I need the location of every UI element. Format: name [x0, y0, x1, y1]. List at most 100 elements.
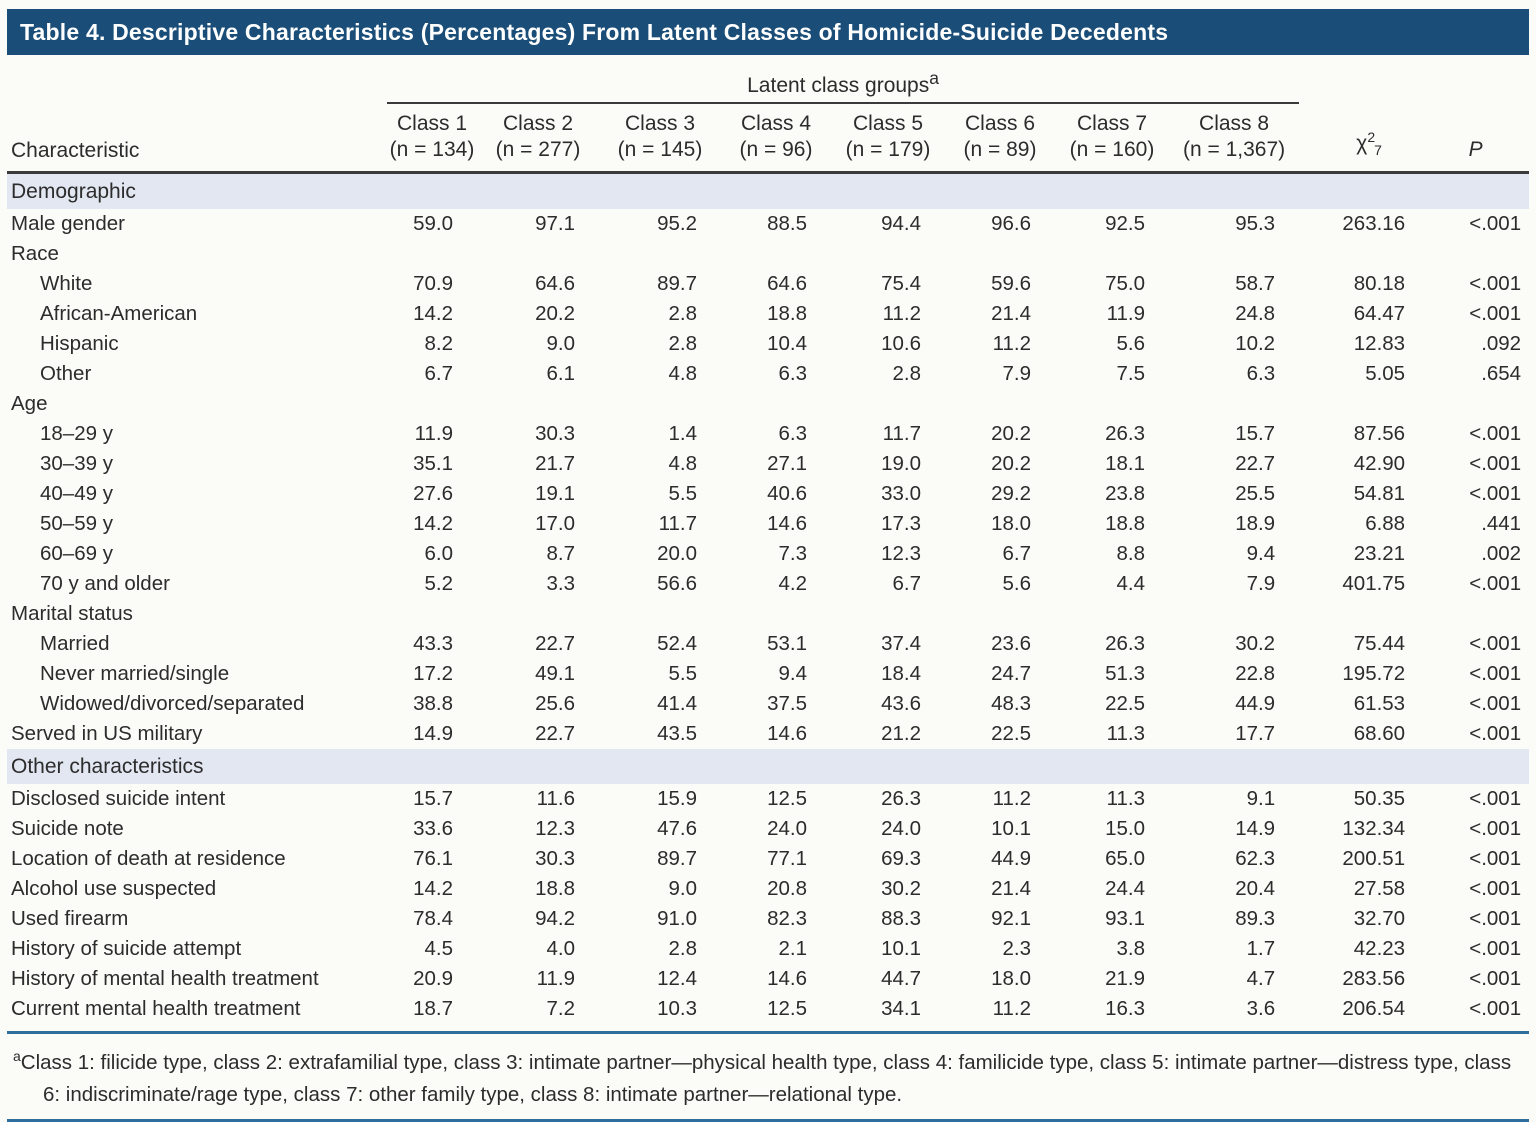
row-label: 30–39 y	[40, 452, 113, 475]
cell-chi-square: 6.88	[1365, 512, 1406, 535]
cell-value	[721, 239, 831, 269]
cell-p-value: <.001	[1469, 272, 1522, 295]
cell-value: 4.5	[424, 937, 454, 960]
cell-value: 6.1	[546, 362, 576, 385]
cell-p-value: <.001	[1469, 692, 1522, 715]
cell-value: 4.8	[668, 362, 698, 385]
cell-value: 25.5	[1235, 482, 1276, 505]
cell-p-value: <.001	[1469, 877, 1522, 900]
footnote-marker: a	[13, 1048, 21, 1064]
cell-chi-square: 23.21	[1353, 542, 1406, 565]
cell-value: 44.9	[991, 847, 1031, 870]
cell-value: 10.6	[881, 332, 921, 355]
cell-chi-square	[1299, 239, 1439, 269]
cell-value	[1055, 599, 1169, 629]
table-footnote: aClass 1: filicide type, class 2: extraf…	[7, 1034, 1533, 1117]
cell-value: 18.1	[1105, 452, 1145, 475]
cell-value: 11.7	[882, 422, 921, 445]
class-1-column-header: Class 1 (n = 134)	[387, 103, 477, 174]
cell-value: 14.6	[767, 967, 807, 990]
table-row: Male gender 59.0 97.1 95.2 88.5 94.4 96.6 92.5 9…	[7, 209, 1529, 239]
cell-value: 26.3	[1105, 422, 1145, 445]
cell-chi-square: 5.05	[1365, 362, 1406, 385]
table-row: 60–69 y 6.0 8.7 20.0 7.3 12.3 6.7 8.8 9.4 23.21 .0…	[7, 539, 1529, 569]
row-label: Suicide note	[11, 817, 124, 840]
cell-value: 6.3	[1246, 362, 1276, 385]
cell-value: 22.5	[1105, 692, 1145, 715]
cell-value: 94.4	[881, 212, 921, 235]
p-value-column-header: P	[1439, 103, 1530, 174]
section-row: Demographic	[7, 172, 1530, 209]
footnote-text: Class 1: filicide type, class 2: extrafa…	[20, 1050, 1512, 1106]
header-spacer	[1299, 55, 1439, 103]
cell-p-value: <.001	[1469, 967, 1522, 990]
cell-value: 11.6	[536, 787, 575, 810]
table-header: Latent class groupsa Characteristic Clas…	[7, 55, 1530, 174]
cell-value: 9.0	[546, 332, 576, 355]
cell-value: 22.5	[991, 722, 1031, 745]
cell-value: 14.9	[1235, 817, 1276, 840]
table-row: Used firearm 78.4 94.2 91.0 82.3 88.3 92.1 93.1…	[7, 904, 1529, 934]
cell-value: 20.2	[991, 452, 1031, 475]
cell-value: 21.2	[881, 722, 921, 745]
table-row: Married 43.3 22.7 52.4 53.1 37.4 23.6 26.3 30.2 7…	[7, 629, 1529, 659]
cell-value: 58.7	[1235, 272, 1276, 295]
cell-value: 9.4	[778, 662, 808, 685]
cell-value: 5.5	[668, 482, 698, 505]
cell-value: 20.8	[767, 877, 807, 900]
characteristic-column-header: Characteristic	[7, 103, 387, 174]
cell-chi-square: 132.34	[1342, 817, 1406, 840]
cell-value: 2.1	[778, 937, 808, 960]
cell-chi-square: 54.81	[1353, 482, 1406, 505]
cell-chi-square: 27.58	[1353, 877, 1406, 900]
cell-value	[1055, 239, 1169, 269]
cell-value: 2.8	[668, 332, 698, 355]
cell-value: 88.3	[881, 907, 921, 930]
cell-value: 89.7	[657, 272, 697, 295]
table-row: Marital status	[7, 599, 1529, 629]
cell-value: 94.2	[535, 907, 575, 930]
cell-value: 22.7	[1235, 452, 1276, 475]
cell-value: 43.5	[657, 722, 697, 745]
row-label: 70 y and older	[40, 572, 170, 595]
chi-square-column-header: χ27	[1299, 103, 1440, 174]
cell-value: 10.1	[881, 937, 921, 960]
class-3-column-header: Class 3 (n = 145)	[599, 103, 721, 174]
cell-value: 18.8	[535, 877, 575, 900]
cell-value	[599, 389, 721, 419]
cell-value: 15.9	[657, 787, 697, 810]
cell-value: 5.2	[424, 572, 454, 595]
cell-value	[945, 389, 1055, 419]
cell-value	[477, 599, 599, 629]
cell-value: 11.7	[658, 512, 697, 535]
cell-value: 62.3	[1235, 847, 1276, 870]
cell-value: 34.1	[881, 997, 921, 1020]
cell-value: 25.6	[535, 692, 575, 715]
class-8-column-header: Class 8 (n = 1,367)	[1169, 103, 1300, 174]
cell-value: 17.3	[881, 512, 921, 535]
row-label: Married	[40, 632, 110, 655]
cell-value: 22.7	[535, 632, 575, 655]
row-label: Widowed/divorced/separated	[40, 692, 305, 715]
cell-value: 19.1	[535, 482, 575, 505]
cell-value: 2.3	[1002, 937, 1032, 960]
cell-value: 64.6	[767, 272, 807, 295]
cell-value: 4.4	[1116, 572, 1146, 595]
cell-value: 30.2	[1235, 632, 1276, 655]
cell-value: 3.8	[1116, 937, 1146, 960]
cell-p-value: .654	[1481, 362, 1522, 385]
cell-value: 93.1	[1105, 907, 1145, 930]
cell-chi-square: 64.47	[1353, 302, 1406, 325]
cell-value: 75.4	[881, 272, 921, 295]
cell-value: 15.0	[1105, 817, 1145, 840]
cell-value: 95.2	[657, 212, 697, 235]
table-row: Disclosed suicide intent 15.7 11.6 15.9 12.5…	[7, 784, 1529, 814]
group-header-label: Latent class groups	[747, 74, 930, 97]
cell-value: 24.7	[991, 662, 1031, 685]
cell-chi-square: 206.54	[1342, 997, 1406, 1020]
cell-value: 10.2	[1235, 332, 1276, 355]
cell-value	[945, 599, 1055, 629]
row-label: African-American	[40, 302, 198, 325]
cell-value: 43.6	[881, 692, 921, 715]
